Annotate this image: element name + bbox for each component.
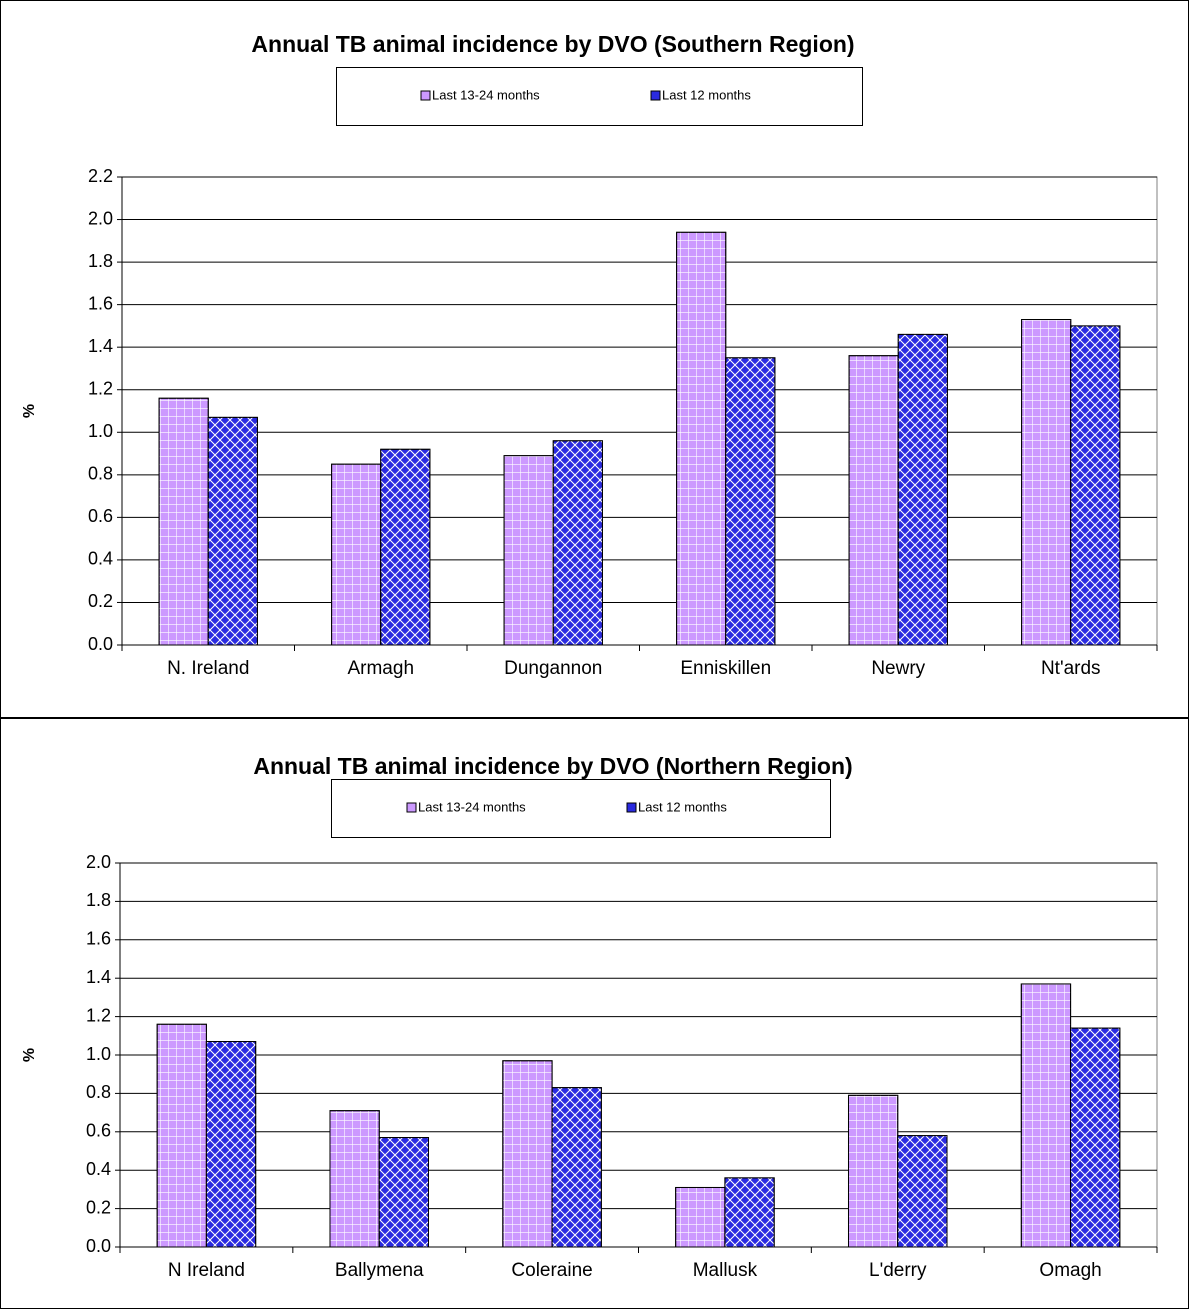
legend-label: Last 13-24 months: [418, 799, 526, 814]
bar: [552, 440, 603, 646]
x-tick-label: Ballymena: [335, 1260, 424, 1281]
y-tick-label: 0.2: [88, 591, 113, 611]
y-tick-label: 1.0: [88, 421, 113, 441]
x-tick-label: Dungannon: [504, 658, 602, 679]
legend-box: [331, 779, 831, 838]
x-tick-label: Newry: [871, 658, 925, 679]
bar: [207, 416, 258, 646]
plot-area: [121, 176, 1158, 646]
bar: [725, 357, 776, 646]
bar: [380, 448, 431, 646]
y-tick-label: 1.0: [86, 1044, 111, 1064]
bar: [897, 333, 948, 646]
bar: [158, 397, 209, 646]
y-tick-label: 1.4: [88, 336, 113, 356]
y-tick-label: 0.6: [88, 506, 113, 526]
x-tick-label: N Ireland: [168, 1260, 245, 1281]
y-tick-label: 2.0: [86, 852, 111, 872]
y-tick-label: 2.2: [88, 166, 113, 186]
x-tick-label: L'derry: [869, 1260, 927, 1281]
bar: [1070, 1027, 1121, 1248]
legend-swatch: [420, 90, 431, 101]
y-tick-label: 1.2: [86, 1005, 111, 1025]
bar: [1021, 319, 1072, 646]
y-tick-label: 1.8: [86, 890, 111, 910]
chart-title: Annual TB animal incidence by DVO (North…: [253, 753, 852, 779]
bar: [378, 1137, 430, 1248]
bar: [551, 1087, 602, 1248]
x-tick-label: Enniskillen: [680, 658, 771, 679]
bar: [156, 1023, 207, 1248]
legend-label: Last 13-24 months: [432, 87, 540, 102]
y-tick-label: 0.2: [86, 1197, 111, 1217]
chart-title: Annual TB animal incidence by DVO (South…: [251, 31, 854, 57]
legend-swatch: [626, 802, 637, 813]
bar: [724, 1177, 775, 1248]
bar: [1070, 325, 1121, 646]
bar: [502, 1060, 553, 1248]
bar: [848, 355, 899, 646]
y-tick-label: 1.6: [86, 929, 111, 949]
y-tick-label: 1.6: [88, 293, 113, 313]
y-axis-label: %: [21, 404, 38, 418]
x-tick-label: N. Ireland: [167, 658, 249, 679]
x-tick-label: Omagh: [1039, 1260, 1101, 1281]
y-tick-label: 1.8: [88, 251, 113, 271]
y-tick-label: 0.4: [88, 549, 113, 569]
y-tick-label: 0.8: [88, 464, 113, 484]
bar: [897, 1135, 948, 1248]
y-tick-label: 2.0: [88, 208, 113, 228]
x-tick-label: Nt'ards: [1041, 658, 1101, 679]
legend-swatch: [650, 90, 661, 101]
y-tick-label: 1.2: [88, 378, 113, 398]
y-tick-label: 0.6: [86, 1121, 111, 1141]
x-tick-label: Coleraine: [511, 1260, 592, 1281]
y-tick-label: 0.0: [86, 1236, 111, 1256]
x-tick-label: Mallusk: [693, 1260, 758, 1281]
legend-label: Last 12 months: [638, 799, 727, 814]
legend-swatch: [406, 802, 417, 813]
y-tick-label: 1.4: [86, 967, 111, 987]
legend-box: [336, 67, 863, 126]
bar: [205, 1041, 257, 1248]
x-tick-label: Armagh: [347, 658, 414, 679]
y-tick-label: 0.4: [86, 1159, 111, 1179]
y-axis-label: %: [21, 1048, 38, 1062]
y-tick-label: 0.0: [88, 634, 113, 654]
y-tick-label: 0.8: [86, 1082, 111, 1102]
bar: [847, 1094, 899, 1248]
legend-label: Last 12 months: [662, 87, 751, 102]
bar: [503, 455, 554, 646]
bar: [1020, 983, 1072, 1248]
bar: [675, 1186, 726, 1248]
bar: [329, 1110, 380, 1248]
bar: [676, 231, 727, 646]
bar: [331, 463, 382, 646]
